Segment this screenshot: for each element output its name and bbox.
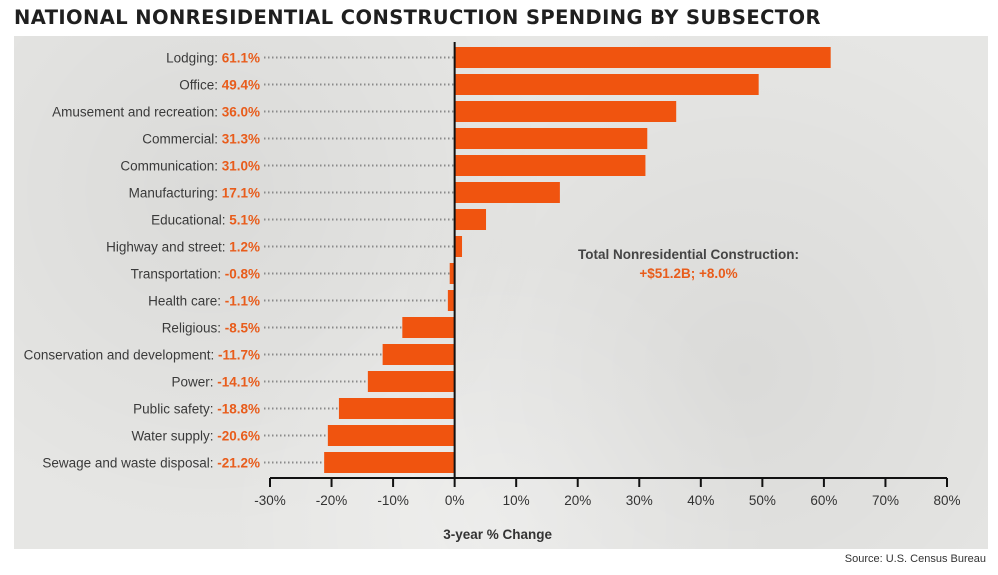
category-name: Highway and street:	[106, 240, 229, 255]
category-label: Religious: -8.5%	[162, 321, 260, 336]
value-label: 31.3%	[222, 132, 260, 147]
category-name: Educational:	[151, 213, 229, 228]
value-label: -18.8%	[217, 402, 260, 417]
category-name: Transportation:	[131, 267, 225, 282]
bar	[327, 425, 455, 446]
x-tick-label: 0%	[445, 493, 465, 508]
total-annotation-value: +$51.2B; +8.0%	[639, 266, 737, 281]
category-label: Educational: 5.1%	[151, 213, 260, 228]
category-name: Amusement and recreation:	[52, 105, 222, 120]
value-label: 1.2%	[229, 240, 260, 255]
category-label: Lodging: 61.1%	[166, 51, 260, 66]
bar	[454, 209, 487, 230]
bar	[454, 155, 646, 176]
bar	[454, 236, 463, 257]
bar	[367, 371, 455, 392]
value-label: -14.1%	[217, 375, 260, 390]
source-note: Source: U.S. Census Bureau	[844, 553, 986, 565]
chart-title: NATIONAL NONRESIDENTIAL CONSTRUCTION SPE…	[14, 6, 821, 29]
value-label: -21.2%	[217, 456, 260, 471]
category-name: Water supply:	[131, 429, 217, 444]
x-tick-label: 70%	[872, 493, 899, 508]
category-label: Highway and street: 1.2%	[106, 240, 260, 255]
category-label: Commercial: 31.3%	[142, 132, 260, 147]
value-label: 31.0%	[222, 159, 260, 174]
category-label: Communication: 31.0%	[120, 159, 260, 174]
bar	[382, 344, 455, 365]
x-tick-label: 60%	[810, 493, 837, 508]
bar	[449, 263, 455, 284]
bar	[447, 290, 455, 311]
category-name: Conservation and development:	[24, 348, 218, 363]
category-name: Commercial:	[142, 132, 222, 147]
x-tick-label: 40%	[687, 493, 714, 508]
bar	[454, 74, 759, 95]
value-label: -1.1%	[225, 294, 260, 309]
category-label: Office: 49.4%	[179, 78, 260, 93]
category-label: Health care: -1.1%	[148, 294, 260, 309]
category-label: Public safety: -18.8%	[133, 402, 260, 417]
category-name: Manufacturing:	[129, 186, 222, 201]
category-name: Communication:	[120, 159, 221, 174]
value-label: 49.4%	[222, 78, 260, 93]
x-axis-title: 3-year % Change	[443, 527, 552, 542]
bar	[338, 398, 455, 419]
bar	[454, 128, 648, 149]
total-annotation-label: Total Nonresidential Construction:	[578, 247, 799, 262]
chart-panel	[14, 36, 988, 549]
category-label: Conservation and development: -11.7%	[24, 348, 260, 363]
category-name: Health care:	[148, 294, 225, 309]
value-label: 61.1%	[222, 51, 260, 66]
bars-layer	[324, 47, 831, 473]
x-tick-label: 80%	[933, 493, 960, 508]
category-label: Water supply: -20.6%	[131, 429, 260, 444]
bar	[454, 47, 831, 68]
category-name: Public safety:	[133, 402, 217, 417]
x-tick-label: -30%	[254, 493, 286, 508]
value-label: 17.1%	[222, 186, 260, 201]
category-label: Amusement and recreation: 36.0%	[52, 105, 260, 120]
category-labels-layer: Lodging: 61.1%Office: 49.4%Amusement and…	[24, 51, 260, 471]
value-label: -8.5%	[225, 321, 260, 336]
category-name: Religious:	[162, 321, 225, 336]
x-tick-label: 10%	[503, 493, 530, 508]
value-label: -0.8%	[225, 267, 260, 282]
x-tick-label: -20%	[316, 493, 348, 508]
x-tick-label: 30%	[626, 493, 653, 508]
x-axis: -30% -20% -10% 0% 10% 20% 30% 40% 50% 60% 70% 80%	[254, 42, 961, 508]
category-name: Power:	[171, 375, 217, 390]
category-label: Power: -14.1%	[171, 375, 260, 390]
value-label: -20.6%	[217, 429, 260, 444]
category-name: Office:	[179, 78, 222, 93]
category-label: Manufacturing: 17.1%	[129, 186, 260, 201]
value-label: -11.7%	[218, 348, 260, 363]
value-label: 5.1%	[229, 213, 260, 228]
bar	[402, 317, 455, 338]
value-label: 36.0%	[222, 105, 260, 120]
x-tick-label: 20%	[564, 493, 591, 508]
category-label: Transportation: -0.8%	[131, 267, 260, 282]
category-label: Sewage and waste disposal: -21.2%	[42, 456, 260, 471]
leader-dots-layer	[264, 56, 455, 464]
bar	[454, 182, 560, 203]
x-tick-label: 50%	[749, 493, 776, 508]
bar	[454, 101, 677, 122]
category-name: Lodging:	[166, 51, 222, 66]
bar	[324, 452, 455, 473]
x-tick-label: -10%	[377, 493, 409, 508]
category-name: Sewage and waste disposal:	[42, 456, 217, 471]
